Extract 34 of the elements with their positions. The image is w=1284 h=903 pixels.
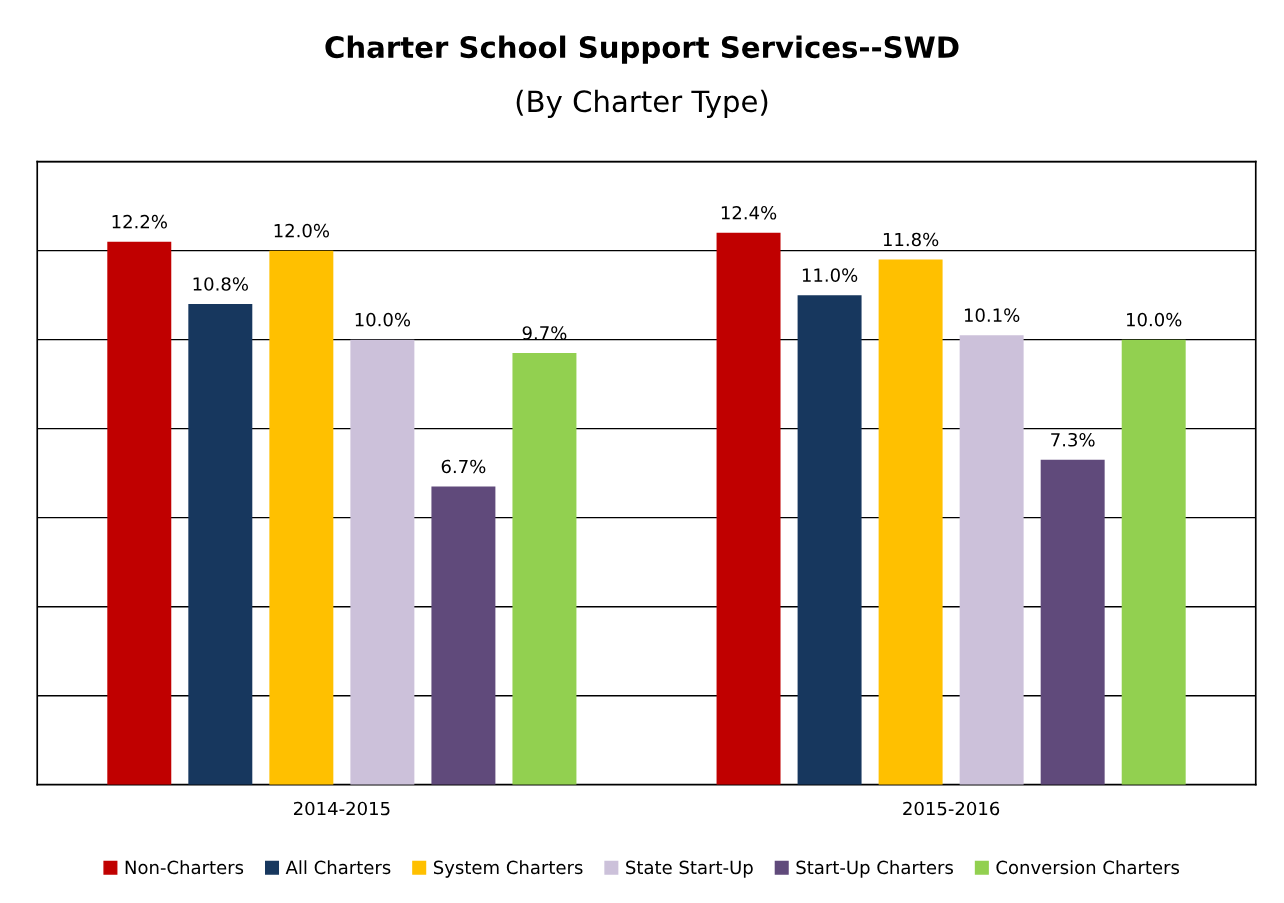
chart-subtitle: (By Charter Type): [516, 89, 768, 118]
bar: [107, 241, 172, 785]
data-label: 12.4%: [721, 205, 777, 220]
data-label: 10.1%: [964, 308, 1020, 322]
data-label: 9.7%: [522, 326, 567, 340]
bar: [797, 295, 862, 785]
data-label: 7.3%: [1051, 432, 1095, 447]
x-tick-label: 2014-2015: [293, 801, 390, 816]
bar: [1040, 459, 1105, 785]
legend-label: State Start-Up: [626, 860, 753, 878]
x-tick-label: 2015-2016: [903, 801, 1000, 816]
data-label: 12.0%: [274, 223, 330, 238]
legend-label: Start-Up Charters: [796, 860, 953, 878]
data-label: 11.0%: [802, 268, 858, 282]
data-label: 11.8%: [883, 232, 939, 247]
bar: [878, 259, 943, 785]
legend-label: Non-Charters: [125, 860, 244, 875]
bar: [431, 486, 496, 785]
bar: [188, 304, 253, 785]
data-label: 6.7%: [441, 459, 486, 474]
bar: [512, 353, 577, 785]
bar: [716, 232, 781, 785]
bar: [959, 335, 1024, 785]
data-label: 10.8%: [193, 277, 248, 291]
bar: [269, 250, 334, 785]
chart-title: Charter School Support Services--SWD: [325, 35, 959, 64]
legend-label: Conversion Charters: [996, 860, 1180, 875]
legend-label: All Charters: [285, 860, 391, 875]
data-label: 12.2%: [112, 214, 167, 229]
legend-label: System Charters: [433, 860, 583, 878]
bar: [1121, 339, 1186, 785]
data-label: 10.0%: [355, 312, 411, 327]
bar: [350, 339, 415, 785]
data-label: 10.0%: [1127, 312, 1182, 327]
